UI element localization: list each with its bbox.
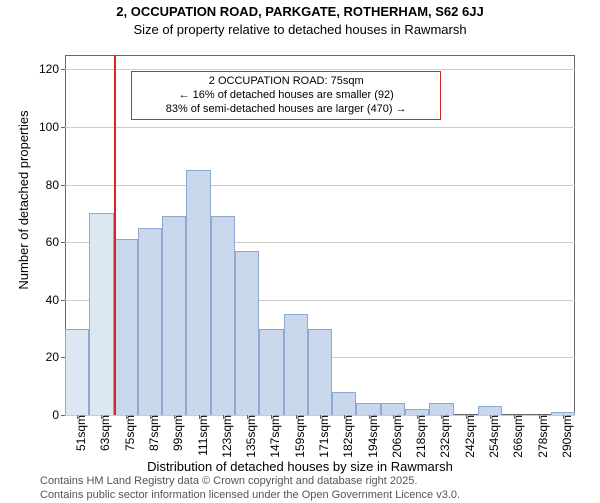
bar bbox=[65, 329, 89, 415]
bar bbox=[284, 314, 308, 415]
bar bbox=[138, 228, 162, 415]
ytick-label: 40 bbox=[46, 293, 65, 307]
marker-line bbox=[114, 55, 116, 415]
xtick-label: 159sqm bbox=[291, 415, 307, 458]
xtick-label: 278sqm bbox=[534, 415, 550, 458]
xtick-label: 242sqm bbox=[461, 415, 477, 458]
bar bbox=[381, 403, 405, 415]
xtick-label: 51sqm bbox=[72, 415, 88, 451]
xtick-label: 135sqm bbox=[242, 415, 258, 458]
ytick-label: 20 bbox=[46, 350, 65, 364]
xtick-label: 182sqm bbox=[339, 415, 355, 458]
attribution: Contains HM Land Registry data © Crown c… bbox=[40, 475, 460, 503]
attribution-line: Contains HM Land Registry data © Crown c… bbox=[40, 475, 460, 489]
bar bbox=[478, 406, 502, 415]
bar bbox=[259, 329, 283, 415]
xtick-label: 218sqm bbox=[412, 415, 428, 458]
bar bbox=[235, 251, 259, 415]
y-axis-label: Number of detached properties bbox=[16, 70, 31, 330]
ytick-label: 80 bbox=[46, 178, 65, 192]
xtick-label: 147sqm bbox=[266, 415, 282, 458]
bar bbox=[332, 392, 356, 415]
bar bbox=[356, 403, 380, 415]
bar bbox=[89, 213, 113, 415]
annotation-box: 2 OCCUPATION ROAD: 75sqm← 16% of detache… bbox=[131, 71, 441, 120]
ytick-label: 60 bbox=[46, 235, 65, 249]
bar bbox=[114, 239, 138, 415]
xtick-label: 266sqm bbox=[509, 415, 525, 458]
xtick-label: 63sqm bbox=[96, 415, 112, 451]
chart-container: 2, OCCUPATION ROAD, PARKGATE, ROTHERHAM,… bbox=[0, 0, 600, 500]
annotation-line: ← 16% of detached houses are smaller (92… bbox=[138, 89, 434, 103]
attribution-line: Contains public sector information licen… bbox=[40, 489, 460, 503]
ytick-label: 0 bbox=[52, 408, 65, 422]
xtick-label: 290sqm bbox=[558, 415, 574, 458]
xtick-label: 87sqm bbox=[145, 415, 161, 451]
bar bbox=[308, 329, 332, 415]
xtick-label: 75sqm bbox=[121, 415, 137, 451]
xtick-label: 232sqm bbox=[436, 415, 452, 458]
bar bbox=[211, 216, 235, 415]
chart-title: 2, OCCUPATION ROAD, PARKGATE, ROTHERHAM,… bbox=[0, 4, 600, 19]
chart-subtitle: Size of property relative to detached ho… bbox=[0, 22, 600, 37]
x-axis-label: Distribution of detached houses by size … bbox=[0, 459, 600, 474]
xtick-label: 123sqm bbox=[218, 415, 234, 458]
annotation-line: 2 OCCUPATION ROAD: 75sqm bbox=[138, 75, 434, 89]
xtick-label: 194sqm bbox=[364, 415, 380, 458]
gridline bbox=[65, 185, 575, 186]
xtick-label: 99sqm bbox=[169, 415, 185, 451]
bar bbox=[186, 170, 210, 415]
bar bbox=[429, 403, 453, 415]
bar bbox=[162, 216, 186, 415]
plot-area: 02040608010012051sqm63sqm75sqm87sqm99sqm… bbox=[65, 55, 575, 415]
xtick-label: 254sqm bbox=[485, 415, 501, 458]
gridline bbox=[65, 127, 575, 128]
xtick-label: 171sqm bbox=[315, 415, 331, 458]
ytick-label: 100 bbox=[39, 120, 65, 134]
xtick-label: 111sqm bbox=[194, 415, 210, 456]
ytick-label: 120 bbox=[39, 62, 65, 76]
xtick-label: 206sqm bbox=[388, 415, 404, 458]
annotation-line: 83% of semi-detached houses are larger (… bbox=[138, 103, 434, 117]
